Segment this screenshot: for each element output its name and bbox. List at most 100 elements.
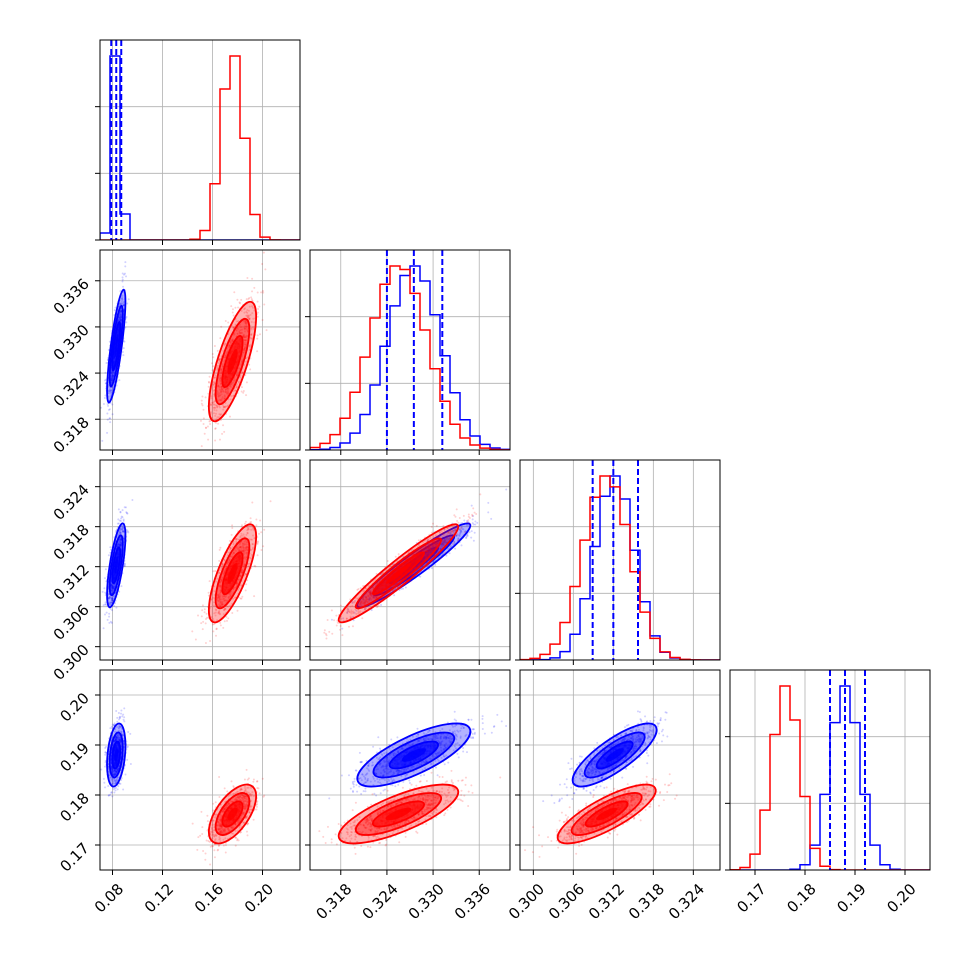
scatter-point-red	[244, 319, 247, 322]
scatter-point-blue	[117, 508, 120, 511]
scatter-point-red	[251, 543, 254, 546]
scatter-point-red	[406, 557, 409, 560]
scatter-point-red	[204, 426, 207, 429]
y-tick-label: 0.336	[50, 275, 93, 318]
scatter-point-red	[380, 592, 383, 595]
scatter-point-blue	[101, 590, 104, 593]
scatter-point-red	[246, 309, 249, 312]
scatter-point-blue	[109, 604, 112, 607]
scatter-point-blue	[120, 297, 123, 300]
scatter-point-red	[245, 322, 248, 325]
scatter-point-red	[202, 422, 205, 425]
panel-frame	[99, 459, 301, 661]
scatter-point-red	[247, 528, 250, 531]
scatter-point-blue	[111, 597, 114, 600]
scatter-point-red	[243, 330, 246, 333]
scatter-point-blue	[119, 318, 122, 321]
scatter-point-blue	[474, 520, 477, 523]
scatter-point-red	[256, 315, 259, 318]
scatter-point-blue	[434, 563, 437, 566]
scatter-point-red	[232, 552, 235, 555]
scatter-point-blue	[436, 542, 439, 545]
scatter-point-red	[235, 384, 238, 387]
scatter-point-red	[223, 620, 226, 623]
scatter-point-red	[217, 385, 220, 388]
scatter-point-red	[220, 385, 223, 388]
scatter-point-red	[360, 600, 363, 603]
scatter-point-blue	[119, 532, 122, 535]
scatter-point-red	[442, 525, 445, 528]
scatter-point-red	[231, 308, 234, 311]
scatter-point-blue	[107, 408, 110, 411]
scatter-point-red	[256, 542, 259, 545]
scatter-point-blue	[401, 587, 404, 590]
scatter-point-red	[244, 321, 247, 324]
scatter-point-red	[247, 309, 250, 312]
scatter-point-red	[251, 501, 254, 504]
scatter-point-red	[215, 634, 218, 637]
scatter-point-red	[220, 371, 223, 374]
scatter-point-red	[227, 344, 230, 347]
scatter-point-blue	[452, 529, 455, 532]
scatter-point-red	[232, 333, 235, 336]
scatter-point-red	[323, 631, 326, 634]
scatter-point-red	[225, 562, 228, 565]
scatter-point-blue	[120, 310, 123, 313]
scatter-point-red	[252, 317, 255, 320]
scatter-point-blue	[111, 386, 114, 389]
scatter-point-red	[208, 420, 211, 423]
scatter-point-blue	[119, 543, 122, 546]
scatter-point-red	[220, 580, 223, 583]
scatter-point-blue	[110, 597, 113, 600]
scatter-point-red	[226, 605, 229, 608]
scatter-point-red	[226, 561, 229, 564]
scatter-point-blue	[121, 278, 124, 281]
scatter-point-blue	[442, 541, 445, 544]
scatter-point-blue	[104, 601, 107, 604]
scatter-point-blue	[122, 530, 125, 533]
scatter-point-red	[207, 591, 210, 594]
scatter-point-red	[243, 308, 246, 311]
scatter-point-red	[224, 405, 227, 408]
scatter-point-red	[255, 518, 258, 521]
scatter-point-red	[246, 311, 249, 314]
scatter-point-red	[250, 305, 253, 308]
scatter-point-red	[244, 546, 247, 549]
scatter-point-red	[211, 369, 214, 372]
scatter-point-blue	[122, 300, 125, 303]
scatter-point-blue	[117, 542, 120, 545]
scatter-point-red	[215, 418, 218, 421]
scatter-point-red	[229, 592, 232, 595]
scatter-point-blue	[110, 377, 113, 380]
scatter-point-red	[243, 327, 246, 330]
scatter-point-blue	[467, 524, 470, 527]
scatter-point-red	[238, 329, 241, 332]
scatter-point-red	[212, 403, 215, 406]
scatter-point-blue	[111, 597, 114, 600]
scatter-point-red	[357, 610, 360, 613]
scatter-point-red	[219, 414, 222, 417]
scatter-point-red	[234, 389, 237, 392]
scatter-point-blue	[121, 528, 124, 531]
scatter-point-blue	[118, 541, 121, 544]
scatter-point-red	[244, 346, 247, 349]
scatter-point-red	[251, 290, 254, 293]
scatter-point-blue	[369, 592, 372, 595]
scatter-point-blue	[118, 531, 121, 534]
scatter-point-red	[231, 527, 234, 530]
scatter-point-blue	[465, 524, 468, 527]
scatter-point-red	[244, 572, 247, 575]
scatter-point-red	[213, 403, 216, 406]
scatter-point-red	[242, 333, 245, 336]
scatter-point-blue	[121, 350, 124, 353]
scatter-point-red	[220, 385, 223, 388]
scatter-point-red	[376, 582, 379, 585]
scatter-point-red	[216, 405, 219, 408]
scatter-point-red	[365, 596, 368, 599]
scatter-point-blue	[120, 319, 123, 322]
y-tick-label: 0.324	[50, 367, 93, 410]
scatter-point-red	[230, 305, 233, 308]
panel-0-0	[95, 39, 301, 245]
scatter-point-red	[221, 396, 224, 399]
scatter-point-red	[207, 380, 210, 383]
